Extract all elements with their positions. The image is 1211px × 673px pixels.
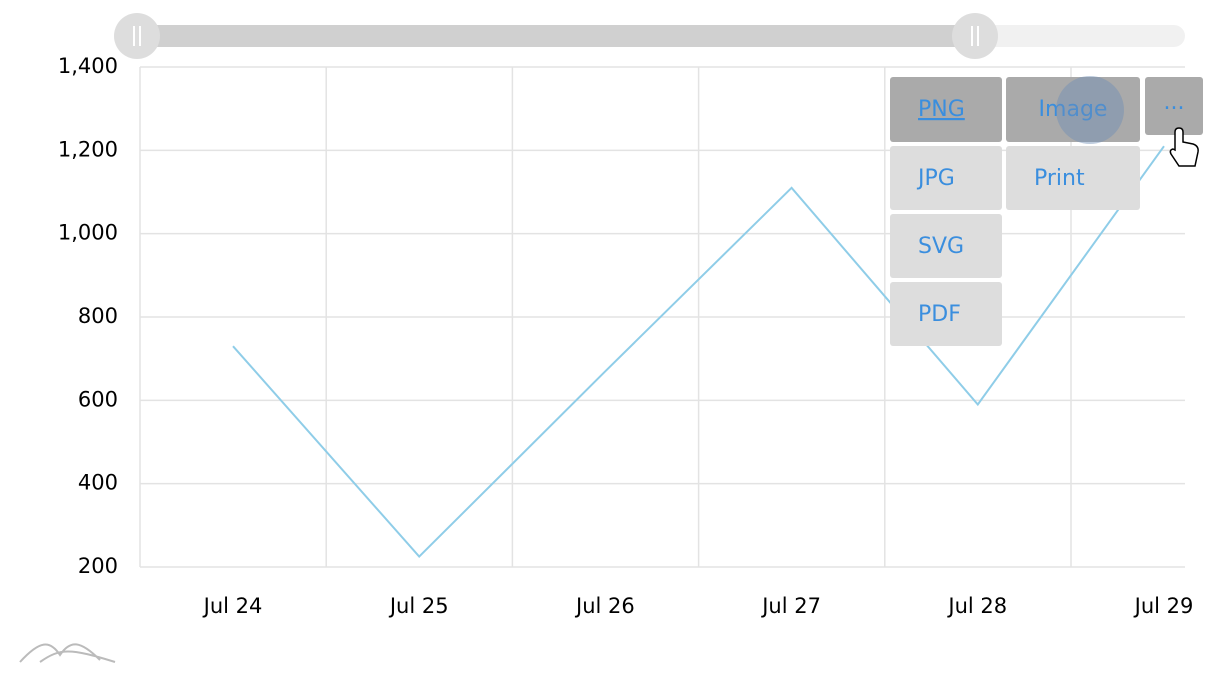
x-tick-label: Jul 24 — [202, 594, 263, 618]
menu-item[interactable] — [890, 282, 1002, 346]
y-tick-label: 1,200 — [58, 137, 118, 161]
menu-item-label[interactable]: Print — [1034, 166, 1085, 191]
hover-indicator — [1056, 76, 1124, 144]
menu-item[interactable] — [1006, 146, 1140, 210]
logo — [19, 643, 116, 663]
y-tick-label: 400 — [78, 471, 118, 495]
cursor — [1169, 127, 1199, 167]
export-menu[interactable]: PNG Image ... JPG Print SVG PDF — [890, 76, 1203, 346]
plot-area: 200 400 600 800 1,000 1,200 1,400 Jul 24 Jul 25 J… — [58, 54, 1193, 618]
scrollbar-grip-start[interactable] — [114, 13, 160, 59]
y-tick-label: 800 — [78, 304, 118, 328]
menu-item-label[interactable]: ... — [1164, 90, 1185, 115]
x-tick-label: Jul 26 — [574, 594, 635, 618]
scrollbar[interactable] — [114, 13, 1185, 59]
scrollbar-thumb[interactable] — [137, 25, 975, 47]
grip-lines — [133, 26, 979, 46]
menu-item[interactable] — [1006, 77, 1140, 142]
menu-item-label[interactable]: SVG — [918, 234, 964, 259]
menu-item-label[interactable]: Image — [1039, 97, 1108, 122]
line-series — [232, 145, 1165, 559]
x-tick-label: Jul 25 — [388, 594, 449, 618]
menu-item-label[interactable]: JPG — [916, 166, 955, 191]
menu-item[interactable] — [1145, 77, 1203, 135]
menu-item-label[interactable]: PDF — [918, 302, 961, 327]
x-tick-label: Jul 29 — [1133, 594, 1194, 618]
y-tick-label: 600 — [78, 387, 118, 411]
x-tick-label: Jul 28 — [946, 594, 1007, 618]
menu-item[interactable] — [890, 214, 1002, 278]
menu-item[interactable] — [890, 77, 1002, 142]
y-tick-label: 1,400 — [58, 54, 118, 78]
scrollbar-grip-end[interactable] — [952, 13, 998, 59]
menu-item[interactable] — [890, 146, 1002, 210]
y-tick-label: 1,000 — [58, 221, 118, 245]
x-tick-label: Jul 27 — [760, 594, 821, 618]
y-tick-label: 200 — [78, 554, 118, 578]
menu-item-label[interactable]: PNG — [918, 97, 965, 122]
